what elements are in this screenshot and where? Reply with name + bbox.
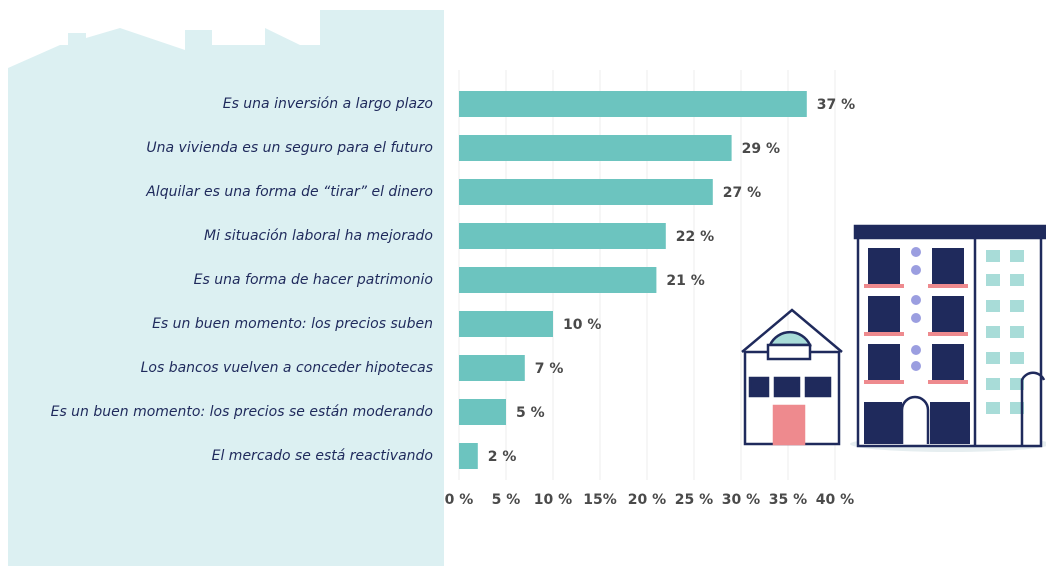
category-label: Mi situación laboral ha mejorado [204, 228, 433, 244]
x-tick-label: 20 % [628, 492, 666, 508]
value-label: 7 % [535, 361, 564, 377]
value-label: 27 % [723, 185, 761, 201]
category-label: Una vivienda es un seguro para el futuro [146, 140, 433, 156]
x-tick-label: 0 % [445, 492, 474, 508]
category-label: Es una forma de hacer patrimonio [194, 272, 433, 288]
category-label: El mercado se está reactivando [212, 448, 433, 464]
x-tick-label: 10 % [534, 492, 572, 508]
bar [459, 135, 732, 161]
value-label: 10 % [563, 317, 601, 333]
bar [459, 399, 506, 425]
value-label: 5 % [516, 405, 545, 421]
bar [459, 267, 656, 293]
bar [459, 179, 713, 205]
bar [459, 355, 525, 381]
background-panel [8, 10, 444, 566]
category-label: Los bancos vuelven a conceder hipotecas [141, 360, 433, 376]
x-tick-label: 25 % [675, 492, 713, 508]
value-label: 21 % [666, 273, 704, 289]
bar [459, 91, 807, 117]
value-label: 29 % [742, 141, 780, 157]
value-label: 22 % [676, 229, 714, 245]
x-tick-label: 30 % [722, 492, 760, 508]
x-tick-label: 5 % [492, 492, 521, 508]
value-label: 37 % [817, 97, 855, 113]
x-tick-label: 35 % [769, 492, 807, 508]
category-label: Alquilar es una forma de “tirar” el dine… [145, 184, 433, 200]
value-label: 2 % [488, 449, 517, 465]
x-tick-label: 40 % [816, 492, 854, 508]
category-label: Es un buen momento: los precios suben [152, 316, 433, 332]
bar [459, 311, 553, 337]
x-tick-label: 15% [583, 492, 617, 508]
category-label: Es una inversión a largo plazo [223, 96, 433, 112]
bar [459, 223, 666, 249]
category-label: Es un buen momento: los precios se están… [51, 404, 433, 420]
chart: 0 % 5 % 10 % 15% 20 % 25 % 30 % 35 % 40 % Es una … [0, 0, 1046, 566]
bar [459, 443, 478, 469]
